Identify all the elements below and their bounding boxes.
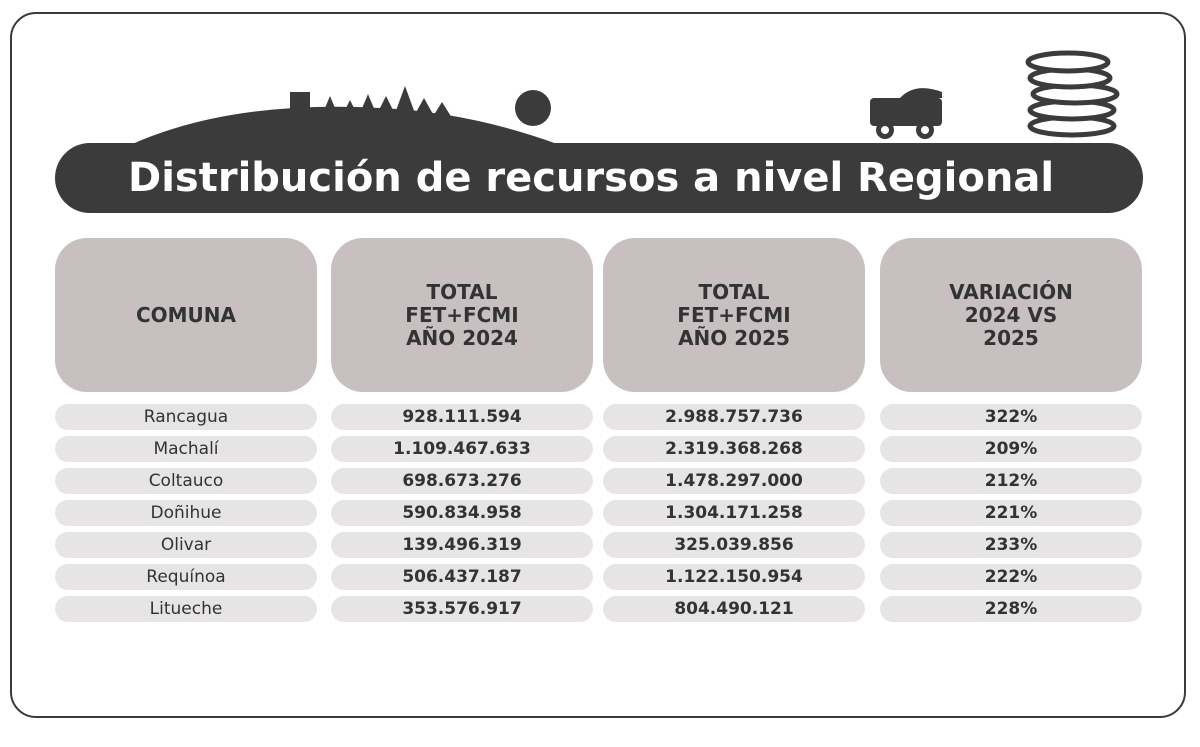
title: Distribución de recursos a nivel Regiona…: [128, 155, 1055, 201]
header-text: AÑO 2025: [678, 325, 790, 350]
header-text: FET+FCMI: [677, 302, 791, 327]
row-label: Requínoa: [55, 564, 317, 590]
cell: 590.834.958: [331, 500, 593, 526]
header-text: 2024 VS: [964, 302, 1058, 327]
row-label: Litueche: [55, 596, 317, 622]
cell: 506.437.187: [331, 564, 593, 590]
header-text: COMUNA: [135, 302, 237, 327]
cell: 322%: [880, 404, 1142, 430]
header-text: TOTAL: [426, 279, 498, 304]
header-cell: TOTAL FET+FCMI AÑO 2025: [603, 238, 865, 392]
cell: 209%: [880, 436, 1142, 462]
row-label: Machalí: [55, 436, 317, 462]
cell: 325.039.856: [603, 532, 865, 558]
header-cell: VARIACIÓN 2024 VS 2025: [880, 238, 1142, 392]
cell: 212%: [880, 468, 1142, 494]
header-cell: COMUNA: [55, 238, 317, 392]
cell: 221%: [880, 500, 1142, 526]
cell: 139.496.319: [331, 532, 593, 558]
row-label: Olivar: [55, 532, 317, 558]
cell: 1.122.150.954: [603, 564, 865, 590]
cell: 804.490.121: [603, 596, 865, 622]
header-text: 2025: [983, 325, 1039, 350]
cell: 2.988.757.736: [603, 404, 865, 430]
cell: 228%: [880, 596, 1142, 622]
cell: 928.111.594: [331, 404, 593, 430]
cell: 1.304.171.258: [603, 500, 865, 526]
cell: 222%: [880, 564, 1142, 590]
frame: [10, 12, 1186, 718]
header-text: FET+FCMI: [405, 302, 519, 327]
title-banner: [55, 143, 1143, 213]
row-label: Doñihue: [55, 500, 317, 526]
cell: 1.109.467.633: [331, 436, 593, 462]
header-text: TOTAL: [698, 279, 770, 304]
header-cell: TOTAL FET+FCMI AÑO 2024: [331, 238, 593, 392]
row-label: Coltauco: [55, 468, 317, 494]
cell: 353.576.917: [331, 596, 593, 622]
cell: 1.478.297.000: [603, 468, 865, 494]
cell: 2.319.368.268: [603, 436, 865, 462]
cell: 233%: [880, 532, 1142, 558]
header-text: VARIACIÓN: [949, 279, 1073, 304]
row-label: Rancagua: [55, 404, 317, 430]
cell: 698.673.276: [331, 468, 593, 494]
header-text: AÑO 2024: [406, 325, 518, 350]
